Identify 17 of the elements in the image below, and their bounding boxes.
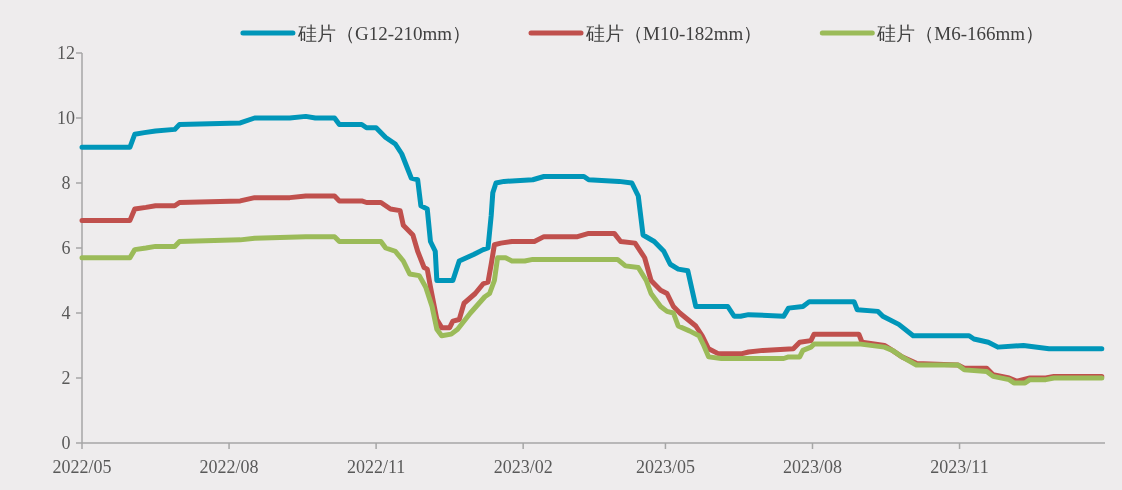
x-tick-label: 2022/05 [52,457,112,477]
y-tick-label: 2 [61,368,71,388]
y-tick-label: 12 [57,43,75,63]
legend-label: 硅片（G12-210mm） [296,23,472,44]
x-tick-label: 2023/11 [930,457,989,477]
x-tick-label: 2023/05 [635,457,695,477]
x-tick-label: 2023/02 [493,457,553,477]
y-tick-label: 4 [61,303,71,323]
y-tick-label: 6 [61,238,71,258]
x-tick-label: 2023/08 [782,457,842,477]
y-tick-label: 0 [61,433,71,453]
y-tick-label: 8 [61,173,71,193]
legend-label: 硅片（M6-166mm） [876,23,1045,44]
x-tick-label: 2022/11 [346,457,406,477]
y-tick-label: 10 [57,108,75,128]
x-tick-label: 2022/08 [199,457,259,477]
legend-label: 硅片（M10-182mm） [585,23,763,44]
